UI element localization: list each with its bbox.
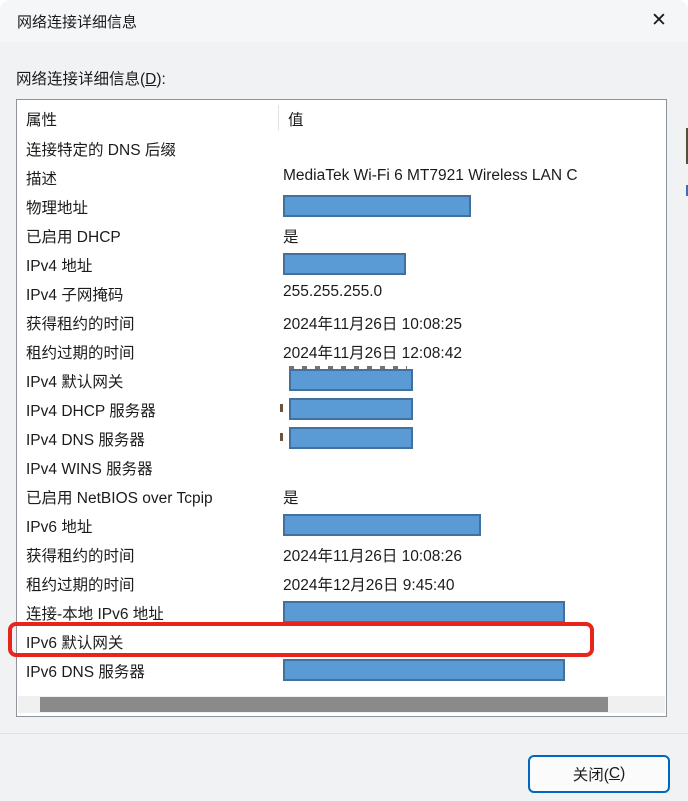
row-value: 2024年11月26日 10:08:26 [283, 548, 462, 565]
row-property: 租约过期的时间 [26, 577, 135, 594]
row-property: 连接特定的 DNS 后缀 [26, 142, 176, 159]
title-bar: 网络连接详细信息 ✕ [0, 0, 688, 42]
screen-edge-artifact [686, 128, 688, 164]
table-row[interactable]: IPv6 地址 [17, 511, 666, 540]
redaction-box [289, 427, 413, 449]
row-property: 已启用 NetBIOS over Tcpip [26, 490, 213, 507]
row-property: 获得租约的时间 [26, 548, 135, 565]
details-label-post: ): [156, 71, 166, 88]
row-value: 255.255.255.0 [283, 283, 383, 300]
redaction-box [289, 369, 413, 391]
table-row[interactable]: IPv6 默认网关 [17, 627, 666, 656]
close-button[interactable]: 关闭(C) [528, 755, 670, 793]
table-row[interactable]: IPv4 地址 [17, 250, 666, 279]
table-row[interactable]: IPv4 DNS 服务器 [17, 424, 666, 453]
details-label: 网络连接详细信息(D): [16, 67, 166, 89]
horizontal-scrollbar[interactable] [18, 696, 665, 713]
close-button-post: ) [620, 765, 626, 782]
row-value: MediaTek Wi-Fi 6 MT7921 Wireless LAN C [283, 167, 578, 184]
row-property: IPv4 WINS 服务器 [26, 461, 153, 478]
window-title: 网络连接详细信息 [17, 14, 138, 31]
horizontal-scrollbar-thumb[interactable] [40, 697, 608, 712]
column-divider[interactable] [278, 105, 279, 130]
row-property: IPv4 地址 [26, 258, 93, 275]
table-row[interactable]: 获得租约的时间 2024年11月26日 10:08:25 [17, 308, 666, 337]
row-property: IPv4 子网掩码 [26, 287, 124, 304]
table-row[interactable]: 获得租约的时间 2024年11月26日 10:08:26 [17, 540, 666, 569]
row-property: IPv6 地址 [26, 519, 93, 536]
redaction-box [283, 195, 471, 217]
redaction-peek-artifact [280, 433, 283, 441]
table-row[interactable]: 已启用 DHCP 是 [17, 221, 666, 250]
row-property: IPv6 DNS 服务器 [26, 664, 145, 681]
row-property: IPv4 默认网关 [26, 374, 124, 391]
column-header-value[interactable]: 值 [288, 112, 304, 129]
screen-edge-artifact [686, 185, 688, 196]
row-value: 是 [283, 229, 299, 246]
redaction-box [283, 659, 565, 681]
table-row[interactable]: 租约过期的时间 2024年11月26日 12:08:42 [17, 337, 666, 366]
table-row[interactable]: 连接特定的 DNS 后缀 [17, 134, 666, 163]
details-label-accesskey: D [145, 71, 157, 88]
table-row[interactable]: 已启用 NetBIOS over Tcpip 是 [17, 482, 666, 511]
row-property: 已启用 DHCP [26, 229, 121, 246]
close-button-pre: 关闭( [572, 767, 609, 784]
redaction-box [289, 398, 413, 420]
table-row[interactable]: IPv4 WINS 服务器 [17, 453, 666, 482]
table-row[interactable]: 租约过期的时间 2024年12月26日 9:45:40 [17, 569, 666, 598]
redaction-peek-artifact [280, 404, 283, 412]
table-row[interactable]: 连接-本地 IPv6 地址 [17, 598, 666, 627]
listview-header: 属性 值 [17, 100, 666, 134]
row-property: 租约过期的时间 [26, 345, 135, 362]
row-property: 连接-本地 IPv6 地址 [26, 606, 164, 623]
table-row[interactable]: IPv4 子网掩码 255.255.255.0 [17, 279, 666, 308]
listview-rows: 连接特定的 DNS 后缀 描述 MediaTek Wi-Fi 6 MT7921 Wi… [17, 134, 666, 716]
close-icon[interactable]: ✕ [651, 10, 667, 31]
row-property: IPv4 DHCP 服务器 [26, 403, 156, 420]
row-value: 2024年12月26日 9:45:40 [283, 577, 455, 594]
redaction-box [283, 601, 565, 623]
redaction-box [283, 253, 406, 275]
redaction-peek-artifact [289, 366, 407, 369]
details-label-pre: 网络连接详细信息( [16, 71, 146, 88]
row-value: 2024年11月26日 10:08:25 [283, 316, 462, 333]
close-button-accesskey: C [608, 765, 621, 782]
row-property: IPv4 DNS 服务器 [26, 432, 145, 449]
table-row[interactable]: IPv4 默认网关 [17, 366, 666, 395]
row-value: 是 [283, 490, 299, 507]
table-row[interactable]: 描述 MediaTek Wi-Fi 6 MT7921 Wireless LAN C [17, 163, 666, 192]
column-header-property[interactable]: 属性 [26, 112, 58, 129]
row-value: 2024年11月26日 12:08:42 [283, 345, 462, 362]
row-property: IPv6 默认网关 [26, 635, 124, 652]
table-row[interactable]: 物理地址 [17, 192, 666, 221]
details-listview: 属性 值 连接特定的 DNS 后缀 描述 MediaTek Wi-Fi 6 MT79… [16, 99, 667, 717]
table-row[interactable]: IPv6 DNS 服务器 [17, 656, 666, 685]
table-row[interactable]: IPv4 DHCP 服务器 [17, 395, 666, 424]
row-property: 物理地址 [26, 200, 89, 217]
footer-divider [0, 733, 688, 734]
redaction-box [283, 514, 481, 536]
row-property: 获得租约的时间 [26, 316, 135, 333]
row-property: 描述 [26, 171, 58, 188]
